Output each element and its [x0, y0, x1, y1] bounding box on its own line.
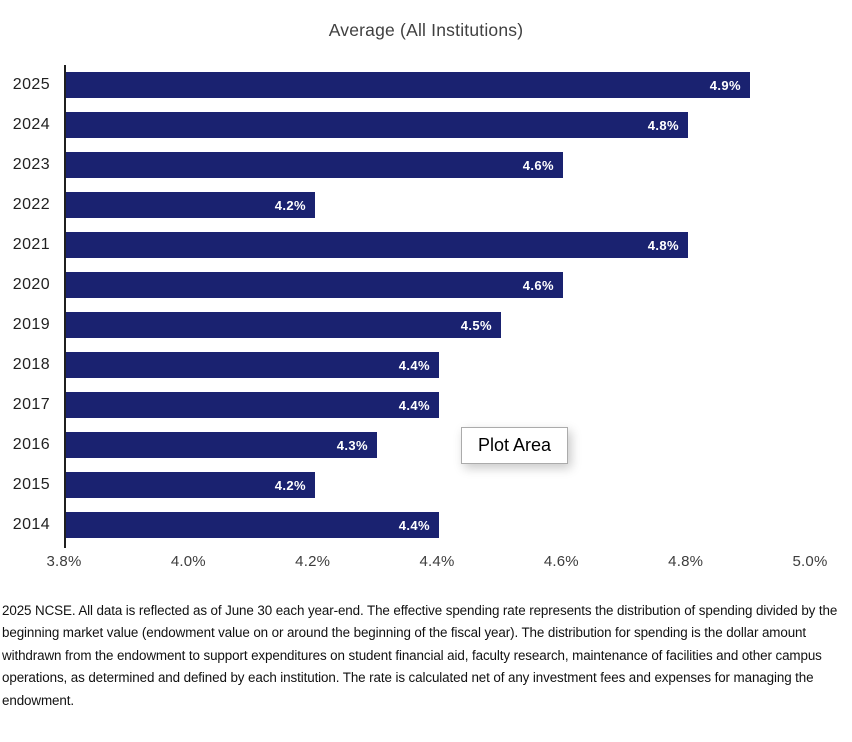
- bar-row: 2015 4.2%: [0, 465, 852, 505]
- x-tick-label: 4.4%: [419, 553, 455, 570]
- x-tick-label: 4.6%: [543, 553, 579, 570]
- bar-value-label: 4.2%: [274, 197, 306, 213]
- bar-row: 2024 4.8%: [0, 105, 852, 145]
- x-axis: 3.8% 4.0% 4.2% 4.4% 4.6% 4.8% 5.0%: [0, 553, 852, 575]
- bar-row: 2016 4.3%: [0, 425, 852, 465]
- bar-row: 2021 4.8%: [0, 225, 852, 265]
- bar-row: 2022 4.2%: [0, 185, 852, 225]
- bar-row: 2014 4.4%: [0, 505, 852, 545]
- bar[interactable]: 4.4%: [66, 352, 439, 378]
- year-label: 2014: [12, 516, 50, 533]
- year-label: 2016: [12, 436, 50, 453]
- plot-area-tooltip: Plot Area: [461, 427, 569, 464]
- year-label: 2017: [12, 396, 50, 413]
- year-label: 2024: [12, 116, 50, 133]
- bar-value-label: 4.6%: [522, 157, 554, 173]
- x-tick-label: 5.0%: [792, 553, 828, 570]
- bar-value-label: 4.5%: [460, 317, 492, 333]
- bar[interactable]: 4.6%: [66, 272, 563, 298]
- year-label: 2019: [12, 316, 50, 333]
- bar-row: 2017 4.4%: [0, 385, 852, 425]
- bar-track: 4.2%: [66, 472, 852, 498]
- year-label: 2015: [12, 476, 50, 493]
- bar[interactable]: 4.2%: [66, 192, 315, 218]
- bar-value-label: 4.9%: [709, 77, 741, 93]
- bar-value-label: 4.8%: [647, 237, 679, 253]
- bar-track: 4.4%: [66, 512, 852, 538]
- bar-row: 2025 4.9%: [0, 65, 852, 105]
- plot-area-tooltip-label: Plot Area: [478, 435, 552, 455]
- bar-rows: 2025 4.9% 2024 4.8% 2023 4.6% 2022 4.2% 2021 4.8%…: [0, 65, 852, 545]
- bar-value-label: 4.2%: [274, 477, 306, 493]
- bar-track: 4.8%: [66, 112, 852, 138]
- year-label: 2018: [12, 356, 50, 373]
- bar-value-label: 4.8%: [647, 117, 679, 133]
- bar-value-label: 4.4%: [398, 397, 430, 413]
- bar-track: 4.9%: [66, 72, 852, 98]
- year-label: 2025: [12, 76, 50, 93]
- bar[interactable]: 4.4%: [66, 392, 439, 418]
- year-label: 2022: [12, 196, 50, 213]
- bar[interactable]: 4.8%: [66, 112, 688, 138]
- footnote: 2025 NCSE. All data is reflected as of J…: [2, 603, 838, 708]
- bar-track: 4.4%: [66, 392, 852, 418]
- bar[interactable]: 4.4%: [66, 512, 439, 538]
- bar-value-label: 4.4%: [398, 357, 430, 373]
- bar-value-label: 4.4%: [398, 517, 430, 533]
- year-label: 2020: [12, 276, 50, 293]
- bar-row: 2020 4.6%: [0, 265, 852, 305]
- x-tick-label: 4.0%: [170, 553, 206, 570]
- bar[interactable]: 4.8%: [66, 232, 688, 258]
- bar-row: 2023 4.6%: [0, 145, 852, 185]
- y-axis-line: [64, 65, 66, 548]
- bar-track: 4.6%: [66, 152, 852, 178]
- x-tick-label: 4.2%: [295, 553, 331, 570]
- bar-track: 4.5%: [66, 312, 852, 338]
- x-tick-label: 4.8%: [668, 553, 704, 570]
- bar-value-label: 4.6%: [522, 277, 554, 293]
- bar-row: 2019 4.5%: [0, 305, 852, 345]
- bar-track: 4.3%: [66, 432, 852, 458]
- bar[interactable]: 4.6%: [66, 152, 563, 178]
- bar-track: 4.4%: [66, 352, 852, 378]
- bar[interactable]: 4.5%: [66, 312, 501, 338]
- bar-track: 4.2%: [66, 192, 852, 218]
- x-tick-label: 3.8%: [46, 553, 82, 570]
- bar[interactable]: 4.9%: [66, 72, 750, 98]
- year-label: 2021: [12, 236, 50, 253]
- plot-area[interactable]: 2025 4.9% 2024 4.8% 2023 4.6% 2022 4.2% 2021 4.8%…: [0, 65, 852, 570]
- bar-track: 4.8%: [66, 232, 852, 258]
- bar-value-label: 4.3%: [336, 437, 368, 453]
- year-label: 2023: [12, 156, 50, 173]
- bar-track: 4.6%: [66, 272, 852, 298]
- chart-title: Average (All Institutions): [328, 20, 524, 40]
- bar-row: 2018 4.4%: [0, 345, 852, 385]
- bar[interactable]: 4.2%: [66, 472, 315, 498]
- bar[interactable]: 4.3%: [66, 432, 377, 458]
